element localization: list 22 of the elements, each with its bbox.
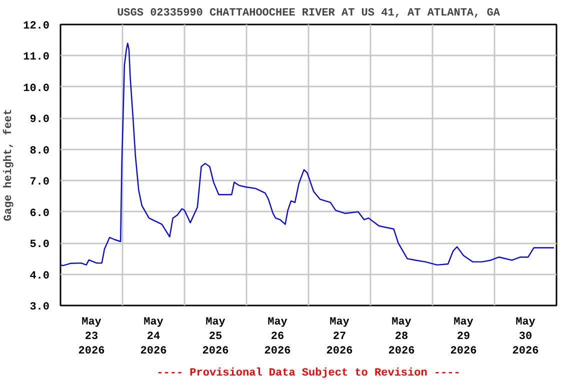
y-tick-label: 11.0 — [23, 52, 50, 64]
chart-title: USGS 02335990 CHATTAHOOCHEE RIVER AT US 41, AT ATLANTA, GA — [117, 8, 500, 20]
x-tick-label: May 27 2026 — [326, 316, 353, 358]
line-series — [60, 42, 555, 266]
text: ---- Provisional Data Subject to Revision ---- — [156, 368, 460, 380]
y-tick-label: 12.0 — [23, 20, 50, 32]
y-tick-label: 8.0 — [30, 145, 50, 158]
y-tick-label: 4.0 — [30, 270, 50, 282]
y-tick-label: 3.0 — [30, 302, 50, 314]
x-tick-label: May 24 2026 — [140, 316, 167, 358]
y-tick-label: 7.0 — [30, 176, 50, 189]
x-tick-label: May 23 2026 — [78, 316, 105, 358]
x-tick-label: May 28 2026 — [388, 316, 415, 358]
x-tick-label: May 29 2026 — [450, 316, 477, 358]
x-tick-label: May 30 2026 — [512, 316, 539, 358]
y-tick-label: 9.0 — [30, 114, 50, 126]
y-tick-label: 6.0 — [30, 208, 50, 220]
y-tick-label: 10.0 — [23, 82, 50, 95]
y-tick-label: 5.0 — [30, 239, 50, 252]
y-axis-title: Gage height, feet — [2, 108, 16, 222]
x-tick-label: May 26 2026 — [264, 316, 291, 358]
x-tick-label: May 25 2026 — [202, 316, 229, 358]
